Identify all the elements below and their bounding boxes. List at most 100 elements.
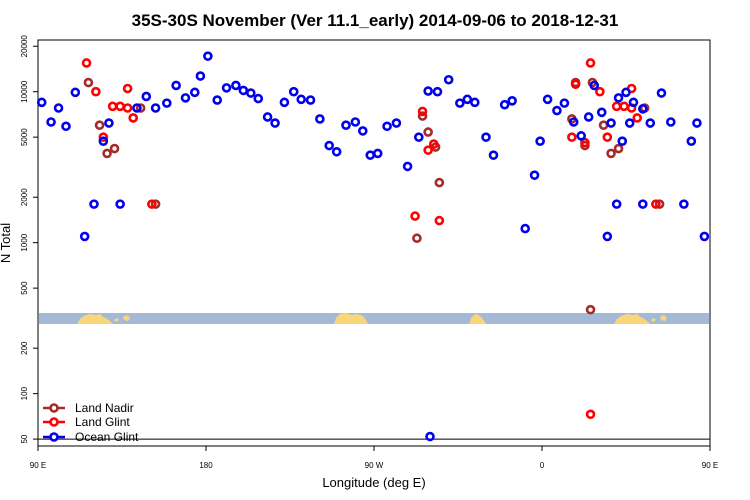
legend-label: Ocean Glint [75, 430, 139, 444]
data-point [434, 215, 445, 226]
data-point [262, 112, 273, 122]
data-point [410, 211, 420, 221]
data-point [135, 103, 146, 113]
map-landmasses [77, 313, 667, 324]
data-point [203, 51, 213, 61]
data-point [443, 74, 454, 85]
data-point [231, 80, 241, 91]
data-point [61, 121, 71, 132]
chart-title: 35S-30S November (Ver 11.1_early) 2014-0… [132, 11, 619, 30]
data-point [83, 77, 94, 88]
data-point [391, 118, 402, 128]
x-tick-label: 180 [199, 461, 213, 470]
data-point [692, 118, 702, 128]
y-axis-label: N Total [0, 223, 13, 263]
data-point [195, 71, 206, 81]
data-point [580, 137, 590, 148]
data-point [624, 118, 635, 128]
data-point [94, 120, 105, 130]
data-point [598, 120, 609, 130]
data-point [462, 94, 473, 105]
data-point [665, 117, 676, 127]
data-point [499, 99, 510, 110]
data-point [699, 231, 710, 242]
legend-label: Land Nadir [75, 401, 134, 415]
data-point [481, 132, 491, 142]
data-point [570, 79, 581, 90]
y-tick-label: 20000 [20, 35, 29, 58]
y-tick-label: 100 [20, 386, 29, 400]
data-point [102, 148, 112, 159]
legend-label: Land Glint [75, 415, 130, 429]
data-point [413, 132, 424, 142]
data-point [656, 88, 667, 98]
x-axis-ticks: 90 E 180 90 W 0 90 E [30, 446, 718, 470]
data-point [402, 161, 413, 172]
world-map-strip [39, 313, 709, 324]
x-tick-label: 0 [540, 461, 545, 470]
data-point [98, 136, 109, 147]
data-point [288, 86, 299, 97]
data-point [567, 132, 577, 142]
data-point [190, 87, 200, 98]
data-point [104, 118, 114, 128]
data-point [529, 170, 540, 180]
data-point [53, 103, 64, 113]
data-point [455, 98, 465, 108]
y-tick-label: 1000 [20, 233, 29, 251]
data-point [296, 94, 307, 105]
data-point [576, 131, 587, 141]
data-point [423, 145, 433, 155]
data-point [428, 139, 439, 149]
data-point [583, 112, 594, 122]
data-point [611, 101, 622, 112]
data-point [637, 104, 648, 114]
data-point [331, 146, 342, 157]
data-point [81, 58, 92, 68]
data-point [171, 80, 181, 91]
data-point [150, 199, 161, 209]
data-point [122, 83, 133, 94]
data-point [115, 101, 125, 112]
data-point [617, 136, 628, 147]
data-point [279, 97, 290, 108]
data-point [535, 136, 545, 147]
data-point [423, 86, 433, 96]
landmass [660, 315, 667, 321]
y-tick-label: 10000 [20, 80, 29, 103]
data-point [613, 93, 624, 103]
legend-marker [49, 417, 59, 427]
landmass [114, 318, 119, 322]
data-point [611, 199, 622, 209]
data-point [324, 140, 335, 151]
x-tick-label: 90 E [702, 461, 718, 470]
data-point [596, 107, 607, 118]
data-point [469, 97, 480, 108]
data-point [36, 97, 47, 108]
x-tick-label: 90 W [365, 461, 384, 470]
y-axis-ticks: 50 100 200 500 1000 2000 5000 10000 20000 [20, 35, 38, 444]
legend-item: Land Glint [43, 415, 130, 429]
series-land-glint [81, 58, 661, 420]
data-point [606, 118, 616, 128]
landmass [469, 314, 486, 324]
data-point [585, 58, 596, 68]
data-point [645, 118, 656, 128]
data-point [585, 409, 596, 420]
data-point [412, 233, 422, 244]
y-tick-label: 500 [20, 281, 29, 295]
data-point [613, 143, 624, 154]
data-point [606, 148, 616, 159]
data-point [434, 177, 445, 188]
data-point [141, 91, 152, 102]
data-point [632, 113, 643, 123]
data-point [122, 103, 133, 113]
data-point [417, 106, 428, 117]
landmass [614, 314, 650, 324]
data-point [382, 121, 392, 132]
data-point [212, 95, 222, 105]
data-point [115, 199, 125, 209]
y-tick-label: 200 [20, 341, 29, 355]
data-point [128, 113, 138, 123]
